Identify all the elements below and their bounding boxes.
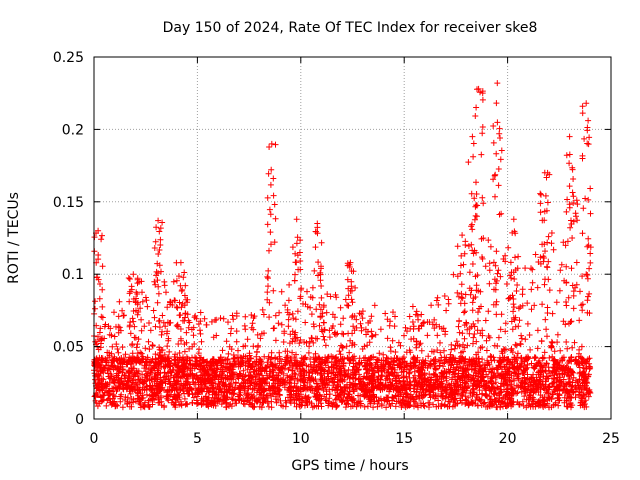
y-axis-label: ROTI / TECUs	[6, 192, 22, 284]
x-tick-label: 20	[499, 431, 517, 447]
x-tick-label: 0	[90, 431, 99, 447]
y-tick-label: 0.1	[62, 267, 84, 283]
x-axis-label: GPS time / hours	[291, 458, 408, 474]
roti-point-markers	[91, 80, 594, 411]
x-tick-label: 10	[292, 431, 310, 447]
y-tick-label: 0.15	[53, 195, 84, 211]
y-tick-label: 0.05	[53, 340, 84, 356]
y-tick-label: 0.2	[62, 122, 84, 138]
data-points	[91, 80, 594, 411]
x-tick-label: 5	[193, 431, 202, 447]
y-tick-label: 0.25	[53, 50, 84, 66]
axis-ticks: 0 0.05 0.1 0.15 0.2 0.25 0 5 10 15 20 25	[53, 50, 620, 447]
x-tick-label: 25	[602, 431, 620, 447]
chart-title: Day 150 of 2024, Rate Of TEC Index for r…	[163, 20, 538, 36]
y-tick-label: 0	[75, 412, 84, 428]
plot-frame	[93, 56, 612, 420]
x-tick-label: 15	[395, 431, 413, 447]
